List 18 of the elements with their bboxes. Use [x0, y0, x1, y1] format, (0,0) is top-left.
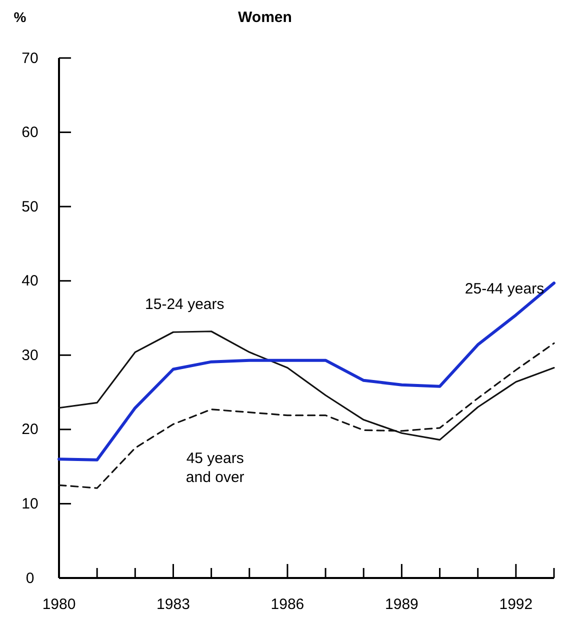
y-tick-label: 40 — [22, 272, 38, 290]
y-tick-label: 30 — [22, 346, 38, 364]
y-axis-title: % — [14, 9, 27, 25]
chart-title: Women — [238, 9, 292, 26]
series-label: 45 years and over — [186, 450, 244, 486]
y-tick-label: 0 — [26, 570, 34, 587]
x-tick-label: 1980 — [42, 596, 76, 613]
y-tick-label: 50 — [22, 198, 38, 216]
x-tick-label: 1992 — [499, 596, 533, 613]
x-tick-label: 1989 — [385, 596, 418, 613]
x-tick-label: 1986 — [270, 596, 304, 613]
y-tick-label: 20 — [22, 421, 38, 438]
y-tick-label: 60 — [22, 124, 38, 142]
series-label: 15-24 years — [145, 296, 224, 314]
series-label: 25-44 years — [464, 280, 544, 298]
y-tick-label: 70 — [22, 50, 38, 67]
x-tick-label: 1983 — [156, 596, 190, 613]
y-tick-label: 10 — [22, 496, 38, 513]
